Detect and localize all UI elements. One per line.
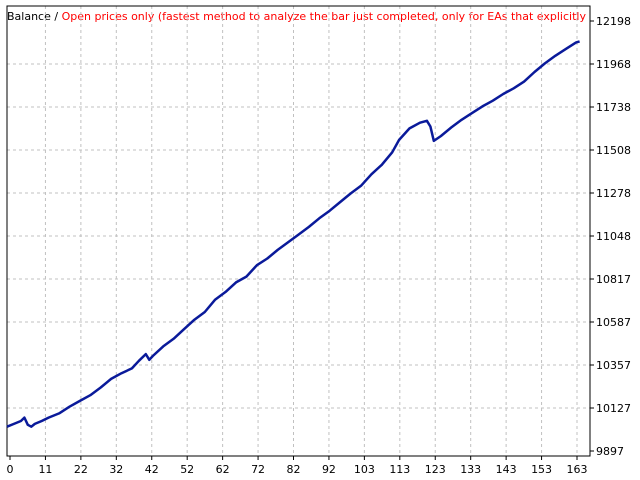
y-tick-label: 11048	[596, 230, 631, 243]
x-tick-label: 92	[322, 463, 336, 476]
y-tick-label: 12198	[596, 15, 631, 28]
plot-frame	[6, 5, 591, 457]
x-tick-label: 163	[567, 463, 588, 476]
x-tick-label: 22	[74, 463, 88, 476]
grid	[7, 6, 590, 456]
x-tick-label: 42	[145, 463, 159, 476]
x-tick-label: 133	[460, 463, 481, 476]
x-tick-label: 52	[180, 463, 194, 476]
chart-subtitle: Open prices only (fastest method to anal…	[61, 10, 586, 23]
y-tick-label: 11968	[596, 58, 631, 71]
chart-title-bar: Balance / Open prices only (fastest meth…	[7, 10, 586, 24]
y-tick-label: 10127	[596, 402, 631, 415]
x-tick-label: 143	[496, 463, 517, 476]
y-tick-label: 11508	[596, 144, 631, 157]
x-tick-label: 103	[354, 463, 375, 476]
x-tick-label: 62	[216, 463, 230, 476]
y-tick-label: 11738	[596, 101, 631, 114]
y-axis: 12198 11968 11738 11508 11278 11048 10817 10587…	[590, 15, 631, 458]
y-tick-label: 10587	[596, 316, 631, 329]
x-tick-label: 113	[389, 463, 410, 476]
x-tick-label: 32	[109, 463, 123, 476]
x-tick-label: 153	[531, 463, 552, 476]
y-tick-label: 10817	[596, 273, 631, 286]
series-layer	[6, 40, 580, 428]
x-tick-label: 11	[38, 463, 52, 476]
balance-series-line	[6, 40, 580, 428]
x-tick-label: 82	[287, 463, 301, 476]
y-tick-label: 11278	[596, 187, 631, 200]
y-tick-label: 10357	[596, 359, 631, 372]
x-tick-label: 123	[425, 463, 446, 476]
x-tick-label: 72	[251, 463, 265, 476]
y-tick-label: 9897	[596, 445, 624, 458]
title-separator: /	[54, 10, 59, 23]
x-axis: 0 11 22 32 42 52 62 72 82 92 103 113 123 133 143 153 163	[7, 456, 588, 476]
chart-title: Balance	[7, 10, 51, 23]
x-tick-label: 0	[7, 463, 14, 476]
